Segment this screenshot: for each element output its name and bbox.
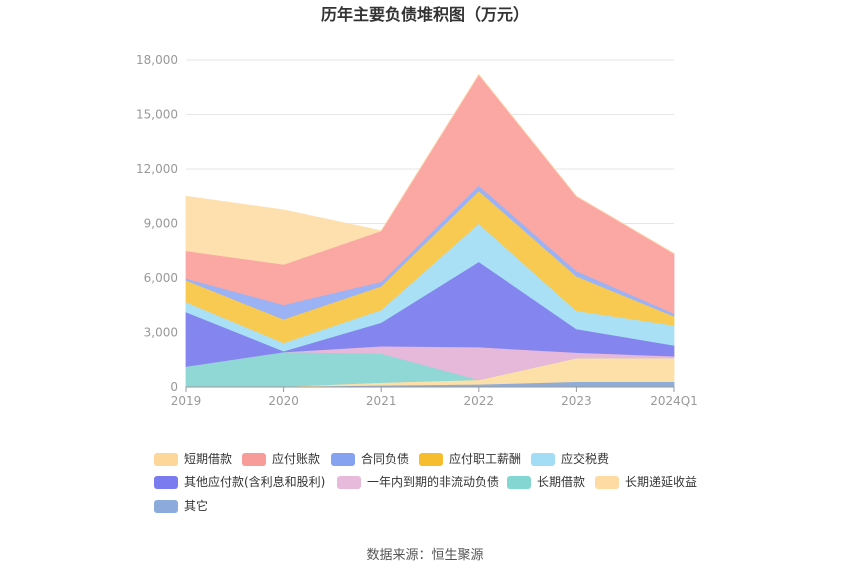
legend-item[interactable]: 其他应付款(含利息和股利) xyxy=(154,474,325,489)
area-series-短期借款 xyxy=(185,73,675,265)
y-tick-label: 0 xyxy=(170,380,178,394)
x-tick-label: 2021 xyxy=(366,394,397,408)
legend-label: 合同负债 xyxy=(361,451,409,466)
legend-item[interactable]: 短期借款 xyxy=(154,452,232,466)
legend-swatch xyxy=(419,453,443,466)
y-tick-label: 15,000 xyxy=(136,108,178,122)
x-tick-label: 2019 xyxy=(171,394,202,408)
legend-swatch xyxy=(154,476,178,489)
legend-item[interactable]: 应交税费 xyxy=(531,451,609,466)
legend-label: 应付职工薪酬 xyxy=(449,451,521,466)
legend-label: 短期借款 xyxy=(184,452,232,466)
legend-swatch xyxy=(531,453,555,466)
legend-swatch xyxy=(507,476,531,489)
x-tick-label: 2022 xyxy=(464,394,495,408)
legend-item[interactable]: 长期借款 xyxy=(507,475,585,489)
legend-label: 应付账款 xyxy=(272,451,320,466)
x-tick-label: 2023 xyxy=(561,394,592,408)
legend-label: 一年内到期的非流动负债 xyxy=(367,474,499,489)
area-series xyxy=(185,73,675,388)
legend-swatch xyxy=(154,453,178,466)
legend-item[interactable]: 长期递延收益 xyxy=(595,475,697,489)
y-tick-label: 9,000 xyxy=(144,217,178,231)
data-source: 数据来源：恒生聚源 xyxy=(366,548,483,563)
y-tick-label: 3,000 xyxy=(144,326,178,340)
axes: 0 3,000 6,000 9,000 12,000 15,000 18,000 2019 20… xyxy=(136,53,698,408)
legend-label: 应交税费 xyxy=(561,451,609,466)
chart-title: 历年主要负债堆积图（万元） xyxy=(321,5,529,24)
y-tick-label: 12,000 xyxy=(136,162,178,176)
legend-item[interactable]: 其它 xyxy=(154,498,208,513)
legend-item[interactable]: 一年内到期的非流动负债 xyxy=(337,474,499,489)
legend-swatch xyxy=(595,476,619,489)
legend-swatch xyxy=(154,500,178,513)
x-tick-label: 2020 xyxy=(268,394,299,408)
legend-label: 长期借款 xyxy=(537,475,585,489)
legend-item[interactable]: 合同负债 xyxy=(331,451,409,466)
legend-swatch xyxy=(242,453,266,466)
legend-swatch xyxy=(337,476,361,489)
legend-item[interactable]: 应付账款 xyxy=(242,451,320,466)
legend-label: 长期递延收益 xyxy=(625,475,697,489)
y-tick-label: 6,000 xyxy=(144,271,178,285)
legend-label: 其它 xyxy=(184,498,208,513)
x-tick-label: 2024Q1 xyxy=(650,394,698,408)
legend-label: 其他应付款(含利息和股利) xyxy=(184,474,325,489)
legend-item[interactable]: 应付职工薪酬 xyxy=(419,451,521,466)
legend-swatch xyxy=(331,453,355,466)
y-tick-label: 18,000 xyxy=(136,53,178,67)
